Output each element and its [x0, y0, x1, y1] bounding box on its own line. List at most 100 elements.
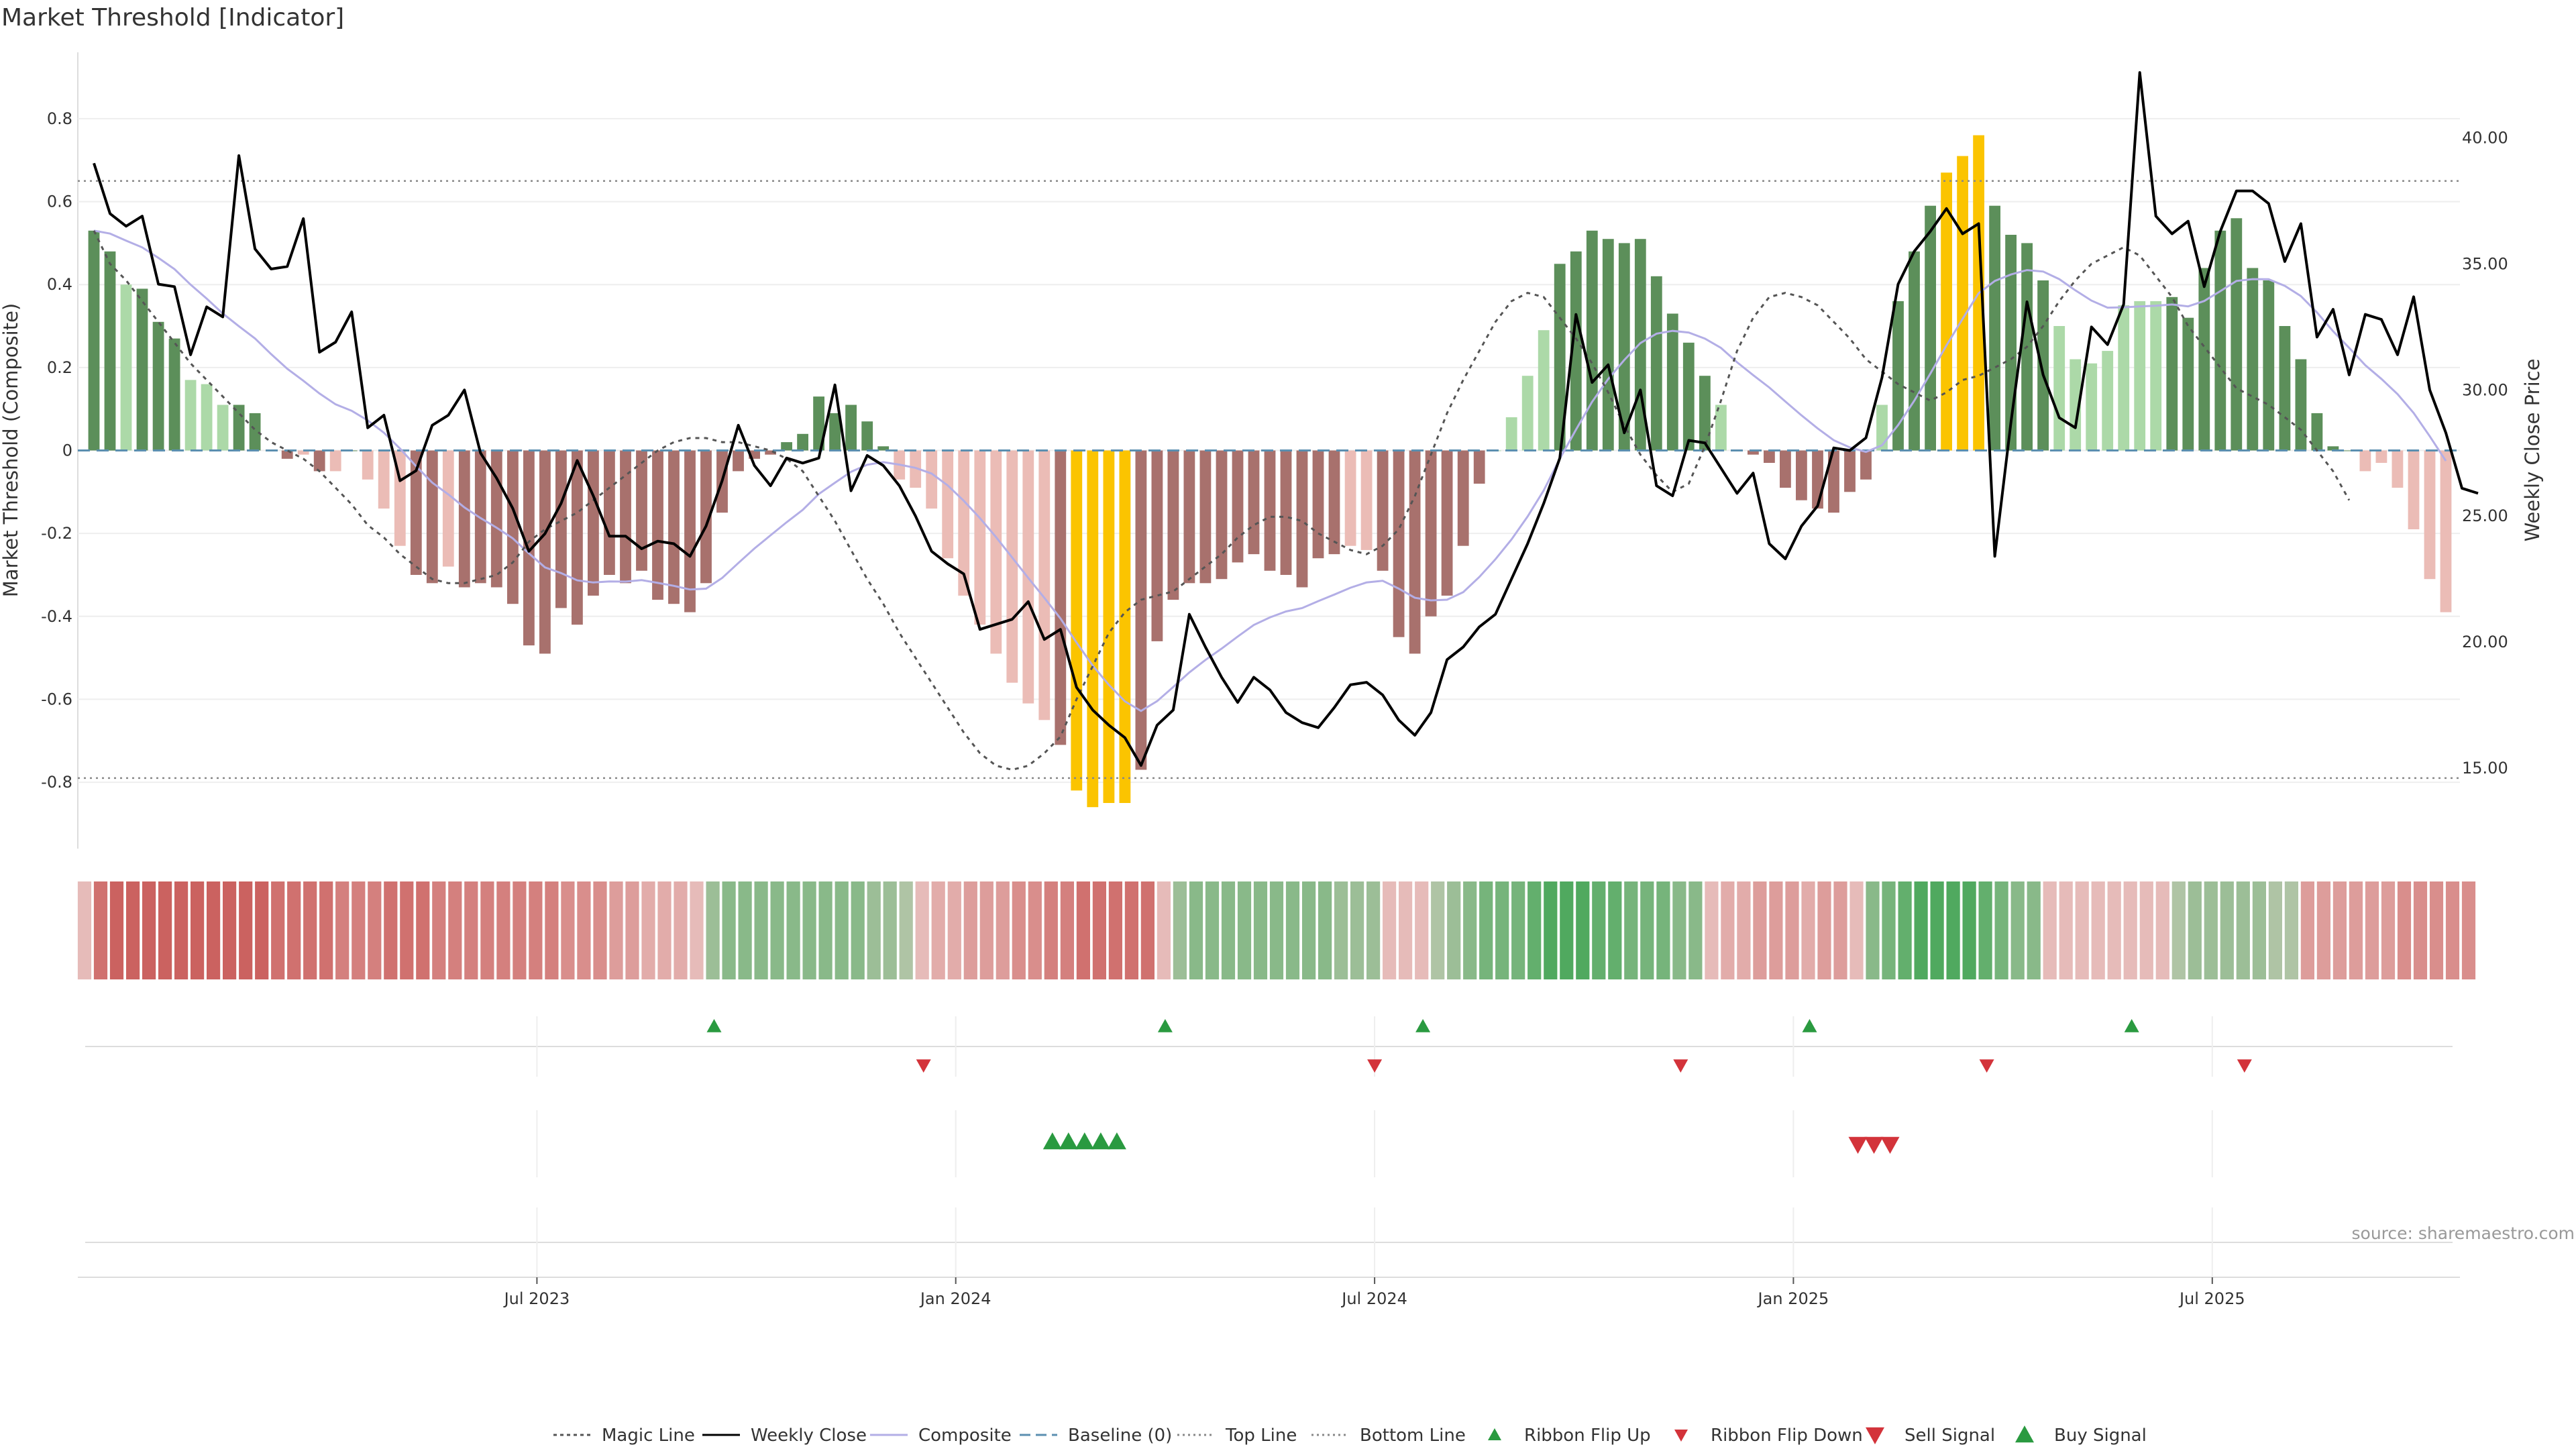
composite-bar [1312, 450, 1324, 559]
x-tick-label: Jan 2025 [1757, 1289, 1829, 1308]
ribbon-cell [207, 881, 221, 979]
ribbon-cell [223, 881, 237, 979]
y2-tick-label: 25.00 [2462, 506, 2508, 525]
ribbon-cell [2171, 881, 2186, 979]
ribbon-cell [1721, 881, 1735, 979]
x-tick-label: Jul 2023 [503, 1289, 570, 1308]
ribbon-cell [1140, 881, 1155, 979]
ribbon-cell [818, 881, 833, 979]
ribbon-cell [529, 881, 543, 979]
legend-swatch [1674, 1430, 1688, 1442]
ribbon-cell [1946, 881, 1960, 979]
ribbon-strip [77, 881, 2476, 979]
composite-bar [2408, 450, 2420, 529]
composite-bar [1360, 450, 1373, 550]
composite-bar [1216, 450, 1228, 580]
ribbon-cell [2349, 881, 2363, 979]
ribbon-cell [1640, 881, 1654, 979]
composite-bar [1682, 342, 1695, 451]
legend-label: Baseline (0) [1068, 1426, 1172, 1446]
ribbon-cell [2059, 881, 2073, 979]
ribbon-cell [109, 881, 124, 979]
ribbon-cell [1705, 881, 1719, 979]
ribbon-cell [287, 881, 301, 979]
composite-bar [1538, 330, 1550, 451]
ribbon-flip-down-marker [1979, 1059, 1994, 1073]
y2-tick-label: 35.00 [2462, 255, 2508, 274]
ribbon-cell [496, 881, 511, 979]
composite-bar [926, 450, 938, 509]
composite-bar [2118, 305, 2130, 451]
legend-label: Magic Line [602, 1426, 695, 1446]
composite-bar [2086, 363, 2098, 451]
ribbon-cell [996, 881, 1010, 979]
ribbon-cell [1334, 881, 1348, 979]
ribbon-cell [2220, 881, 2234, 979]
y-tick-label: 0.8 [47, 109, 72, 128]
ribbon-flip-up-marker [1157, 1019, 1173, 1032]
legend-label: Buy Signal [2054, 1426, 2147, 1446]
composite-bar [1764, 450, 1775, 463]
composite-bar [1377, 450, 1389, 571]
y2-axis-label: Weekly Close Price [2521, 359, 2544, 542]
ribbon-cell [1108, 881, 1122, 979]
ribbon-cell [835, 881, 849, 979]
ribbon-cell [1882, 881, 1896, 979]
legend-label: Weekly Close [751, 1426, 867, 1446]
ribbon-cell [1076, 881, 1090, 979]
ribbon-cell [2461, 881, 2476, 979]
ribbon-cell [303, 881, 317, 979]
composite-bar [1699, 376, 1711, 451]
composite-bar [1006, 450, 1018, 683]
composite-bar [184, 380, 197, 451]
ribbon-cell [1124, 881, 1138, 979]
buy-signal-marker [1059, 1132, 1078, 1150]
ribbon-cell [1447, 881, 1461, 979]
composite-bar [1135, 450, 1147, 770]
ribbon-cell [191, 881, 205, 979]
composite-bar [733, 450, 744, 472]
ribbon-cell [1962, 881, 1976, 979]
sell-signal-marker [1880, 1136, 1900, 1154]
composite-bar [1892, 301, 1904, 451]
ribbon-cell [561, 881, 575, 979]
composite-bar [1296, 450, 1308, 588]
y-tick-label: 0.6 [47, 193, 72, 211]
composite-bar [2295, 359, 2307, 451]
ribbon-cell [1269, 881, 1284, 979]
magic-line [93, 230, 2351, 771]
ribbon-cell [1415, 881, 1429, 979]
ribbon-cell [1656, 881, 1670, 979]
ribbon-cell [899, 881, 913, 979]
ribbon-cell [802, 881, 816, 979]
weekly-close-line [93, 71, 2479, 767]
ribbon-cell [93, 881, 108, 979]
chart-title: Market Threshold [Indicator] [1, 4, 344, 32]
right-y-ticks: 40.00 35.00 30.00 25.00 20.00 15.00 [2462, 129, 2508, 777]
composite-bar [249, 413, 261, 451]
composite-bar [2375, 450, 2387, 463]
composite-bar [1505, 417, 1517, 451]
ribbon-cell [2236, 881, 2250, 979]
ribbon-cell [1817, 881, 1831, 979]
composite-bar [88, 230, 100, 451]
composite-bar [168, 338, 180, 451]
composite-bar [2182, 317, 2194, 451]
ribbon-cell [77, 881, 92, 979]
legend-label: Ribbon Flip Up [1524, 1426, 1651, 1446]
composite-bar [2359, 450, 2371, 472]
ribbon-cell [1866, 881, 1880, 979]
ribbon-cell [2429, 881, 2444, 979]
main-panel: 0.8 0.6 0.4 0.2 0 -0.2 -0.4 -0.6 -0.8 40.00 35.00… [0, 52, 2544, 849]
composite-bar [813, 396, 824, 451]
x-tick-label: Jul 2024 [1340, 1289, 1407, 1308]
ribbon-cell [1785, 881, 1799, 979]
ribbon-cell [1849, 881, 1864, 979]
composite-bar [1844, 450, 1856, 492]
ribbon-cell [2075, 881, 2089, 979]
composite-bar [877, 446, 890, 451]
ribbon-flip-up-marker [2124, 1019, 2139, 1032]
ribbon-cell [1399, 881, 1413, 979]
ribbon-cell [1173, 881, 1187, 979]
composite-bar [990, 450, 1002, 654]
